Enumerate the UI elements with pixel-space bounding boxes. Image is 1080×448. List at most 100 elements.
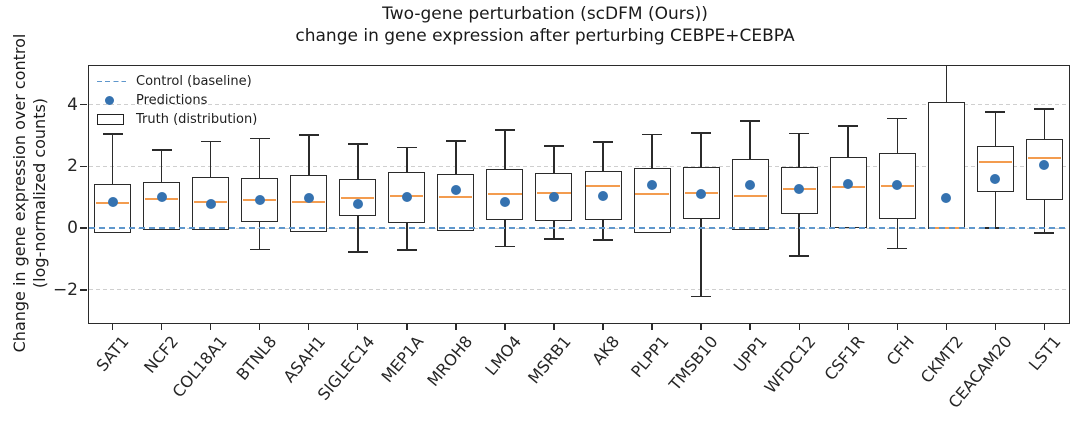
upper-whisker-cap-WFDC12 (789, 132, 810, 135)
chart-title-line-1: Two-gene perturbation (scDFM (Ours)) (382, 4, 708, 24)
dot-icon (105, 96, 114, 105)
x-tick-label-ASAH1: ASAH1 (279, 332, 330, 387)
upper-whisker-MSRB1 (553, 146, 555, 174)
upper-whisker-LST1 (1043, 109, 1046, 140)
x-tick-CSF1R (847, 324, 849, 330)
dashed-line-icon (97, 80, 126, 83)
upper-whisker-CEACAM20 (994, 111, 997, 146)
upper-whisker-cap-AK8 (593, 141, 614, 143)
upper-whisker-TMSB10 (700, 132, 702, 167)
x-tick-label-AK8: AK8 (588, 332, 624, 369)
gridline-y-2 (89, 165, 1068, 167)
x-tick-label-CFH: CFH (882, 332, 918, 370)
legend-label-control: Control (baseline) (136, 74, 252, 89)
x-tick-label-MEP1A: MEP1A (377, 332, 428, 387)
legend-item-truth: Truth (distribution) (97, 110, 257, 129)
y-tick-label-0: 0 (67, 218, 78, 239)
lower-whisker-BTNL8 (258, 221, 261, 250)
upper-whisker-cap-ASAH1 (298, 134, 319, 136)
x-tick-CKMT2 (945, 324, 948, 330)
lower-whisker-cap-TMSB10 (691, 295, 712, 298)
upper-whisker-cap-NCF2 (151, 149, 172, 152)
box-PLPP1 (633, 167, 671, 234)
lower-whisker-CFH (896, 218, 899, 249)
x-tick-label-TMSB10: TMSB10 (665, 332, 722, 395)
control-baseline (89, 227, 1068, 229)
upper-whisker-CFH (896, 118, 899, 153)
box-UPP1 (731, 159, 769, 231)
x-tick-PLPP1 (651, 324, 653, 330)
x-tick-MSRB1 (553, 324, 555, 330)
x-tick-SAT1 (111, 324, 114, 330)
upper-whisker-cap-MROH8 (445, 140, 466, 142)
axes-frame (88, 65, 1070, 324)
prediction-dot-UPP1 (745, 179, 756, 190)
upper-whisker-AK8 (602, 141, 604, 172)
lower-whisker-cap-AK8 (593, 239, 614, 241)
x-tick-label-CSF1R: CSF1R (820, 332, 869, 384)
y-tick--2 (80, 289, 87, 291)
upper-whisker-cap-SIGLEC14 (347, 143, 368, 145)
legend-label-predictions: Predictions (136, 93, 208, 108)
x-tick-label-MSRB1: MSRB1 (523, 332, 575, 388)
x-tick-LST1 (1043, 324, 1046, 330)
x-tick-label-MROH8: MROH8 (423, 332, 477, 390)
prediction-dot-CKMT2 (941, 193, 952, 204)
box-CKMT2 (927, 101, 965, 229)
legend-label-truth: Truth (distribution) (136, 112, 258, 127)
x-tick-label-LMO4: LMO4 (481, 332, 526, 380)
lower-whisker-cap-LST1 (1034, 231, 1055, 234)
x-tick-label-BTNL8: BTNL8 (232, 332, 281, 384)
lower-whisker-cap-LMO4 (494, 245, 515, 248)
lower-whisker-cap-MEP1A (396, 249, 417, 251)
prediction-dot-COL18A1 (205, 198, 216, 209)
median-MROH8 (439, 195, 473, 198)
x-tick-SIGLEC14 (357, 324, 359, 330)
x-tick-label-SAT1: SAT1 (92, 332, 134, 375)
x-tick-label-WFDC12: WFDC12 (760, 332, 820, 397)
lower-whisker-cap-CFH (887, 247, 908, 250)
upper-whisker-MEP1A (406, 147, 408, 173)
upper-whisker-cap-BTNL8 (249, 137, 270, 140)
prediction-dot-MEP1A (401, 192, 412, 203)
prediction-dot-BTNL8 (254, 194, 265, 205)
upper-whisker-ASAH1 (307, 135, 310, 175)
lower-whisker-AK8 (602, 220, 604, 241)
x-tick-CFH (896, 324, 899, 330)
x-tick-AK8 (602, 324, 604, 330)
x-tick-MEP1A (406, 324, 408, 330)
x-tick-label-UPP1: UPP1 (729, 332, 771, 376)
prediction-dot-SIGLEC14 (352, 199, 363, 209)
lower-whisker-TMSB10 (700, 219, 702, 297)
lower-whisker-LST1 (1043, 200, 1046, 233)
legend: Control (baseline) Predictions Truth (di… (97, 72, 257, 129)
upper-whisker-PLPP1 (651, 134, 653, 168)
upper-whisker-cap-TMSB10 (691, 132, 712, 134)
upper-whisker-cap-MSRB1 (543, 145, 564, 148)
box-outline-icon (97, 114, 124, 125)
chart-title-line-2: change in gene expression after perturbi… (295, 25, 795, 46)
legend-item-predictions: Predictions (97, 91, 257, 110)
prediction-dot-CEACAM20 (990, 174, 1001, 185)
upper-whisker-CSF1R (847, 126, 850, 157)
median-AK8 (586, 184, 620, 187)
prediction-dot-WFDC12 (794, 183, 805, 194)
median-CEACAM20 (978, 161, 1012, 164)
lower-whisker-CEACAM20 (994, 191, 997, 229)
median-SIGLEC14 (341, 197, 375, 200)
box-SAT1 (94, 184, 132, 234)
upper-whisker-cap-CEACAM20 (985, 111, 1006, 113)
y-tick-2 (80, 165, 87, 167)
prediction-dot-SAT1 (107, 197, 118, 208)
upper-whisker-SIGLEC14 (356, 144, 359, 180)
upper-whisker-CKMT2 (945, 65, 948, 102)
prediction-dot-AK8 (598, 190, 609, 201)
lower-whisker-MSRB1 (553, 220, 555, 240)
y-tick-label-2: 2 (67, 156, 78, 177)
x-tick-UPP1 (749, 324, 751, 330)
lower-whisker-MEP1A (406, 222, 408, 251)
y-tick-4 (80, 103, 87, 106)
upper-whisker-cap-LST1 (1034, 108, 1055, 110)
x-tick-TMSB10 (700, 324, 702, 330)
